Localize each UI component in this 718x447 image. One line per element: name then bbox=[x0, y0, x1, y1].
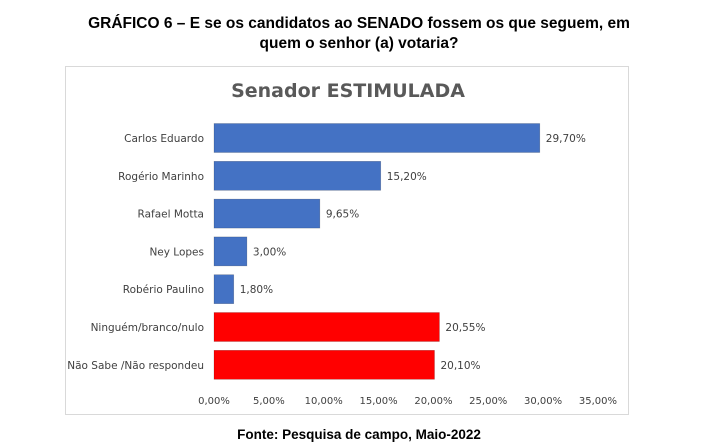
data-label: 1,80% bbox=[240, 284, 273, 296]
source-note: Fonte: Pesquisa de campo, Maio-2022 bbox=[237, 427, 481, 442]
category-label: Carlos Eduardo bbox=[124, 133, 204, 145]
x-tick-label: 10,00% bbox=[305, 396, 343, 407]
bar bbox=[213, 236, 248, 267]
data-label: 15,20% bbox=[387, 171, 427, 183]
category-label: Não Sabe /Não respondeu bbox=[67, 360, 204, 372]
x-tick-label: 15,00% bbox=[359, 396, 397, 407]
bar bbox=[213, 161, 382, 191]
category-label: Rafael Motta bbox=[138, 209, 205, 221]
category-label: Ninguém/branco/nulo bbox=[91, 322, 204, 334]
bar bbox=[213, 123, 541, 153]
bar bbox=[213, 312, 440, 342]
x-tick-label: 20,00% bbox=[414, 396, 452, 407]
data-label: 3,00% bbox=[253, 246, 286, 258]
bar bbox=[213, 198, 321, 229]
category-label: Robério Paulino bbox=[123, 284, 204, 296]
chart-title: Senador ESTIMULADA bbox=[231, 80, 465, 102]
data-label: 20,55% bbox=[445, 322, 485, 334]
data-label: 29,70% bbox=[546, 133, 586, 145]
caption-line-2: quem o senhor (a) votaria? bbox=[259, 35, 459, 52]
figure-caption: GRÁFICO 6 – E se os candidatos ao SENADO… bbox=[0, 14, 718, 54]
bar bbox=[213, 274, 235, 304]
x-tick-label: 35,00% bbox=[579, 396, 617, 407]
data-label: 20,10% bbox=[440, 360, 480, 372]
x-tick-label: 30,00% bbox=[524, 396, 562, 407]
category-label: Ney Lopes bbox=[149, 246, 204, 258]
x-tick-label: 0,00% bbox=[198, 396, 230, 407]
x-tick-label: 25,00% bbox=[469, 396, 507, 407]
data-label: 9,65% bbox=[326, 209, 359, 221]
chart-area: Senador ESTIMULADA Carlos Eduardo 29,70% R… bbox=[65, 66, 629, 415]
bar-chart: Senador ESTIMULADA Carlos Eduardo 29,70% R… bbox=[67, 80, 617, 407]
bar bbox=[213, 349, 435, 380]
category-label: Rogério Marinho bbox=[118, 171, 204, 183]
caption-line-1: GRÁFICO 6 – E se os candidatos ao SENADO… bbox=[88, 15, 630, 32]
x-tick-label: 5,00% bbox=[253, 396, 285, 407]
